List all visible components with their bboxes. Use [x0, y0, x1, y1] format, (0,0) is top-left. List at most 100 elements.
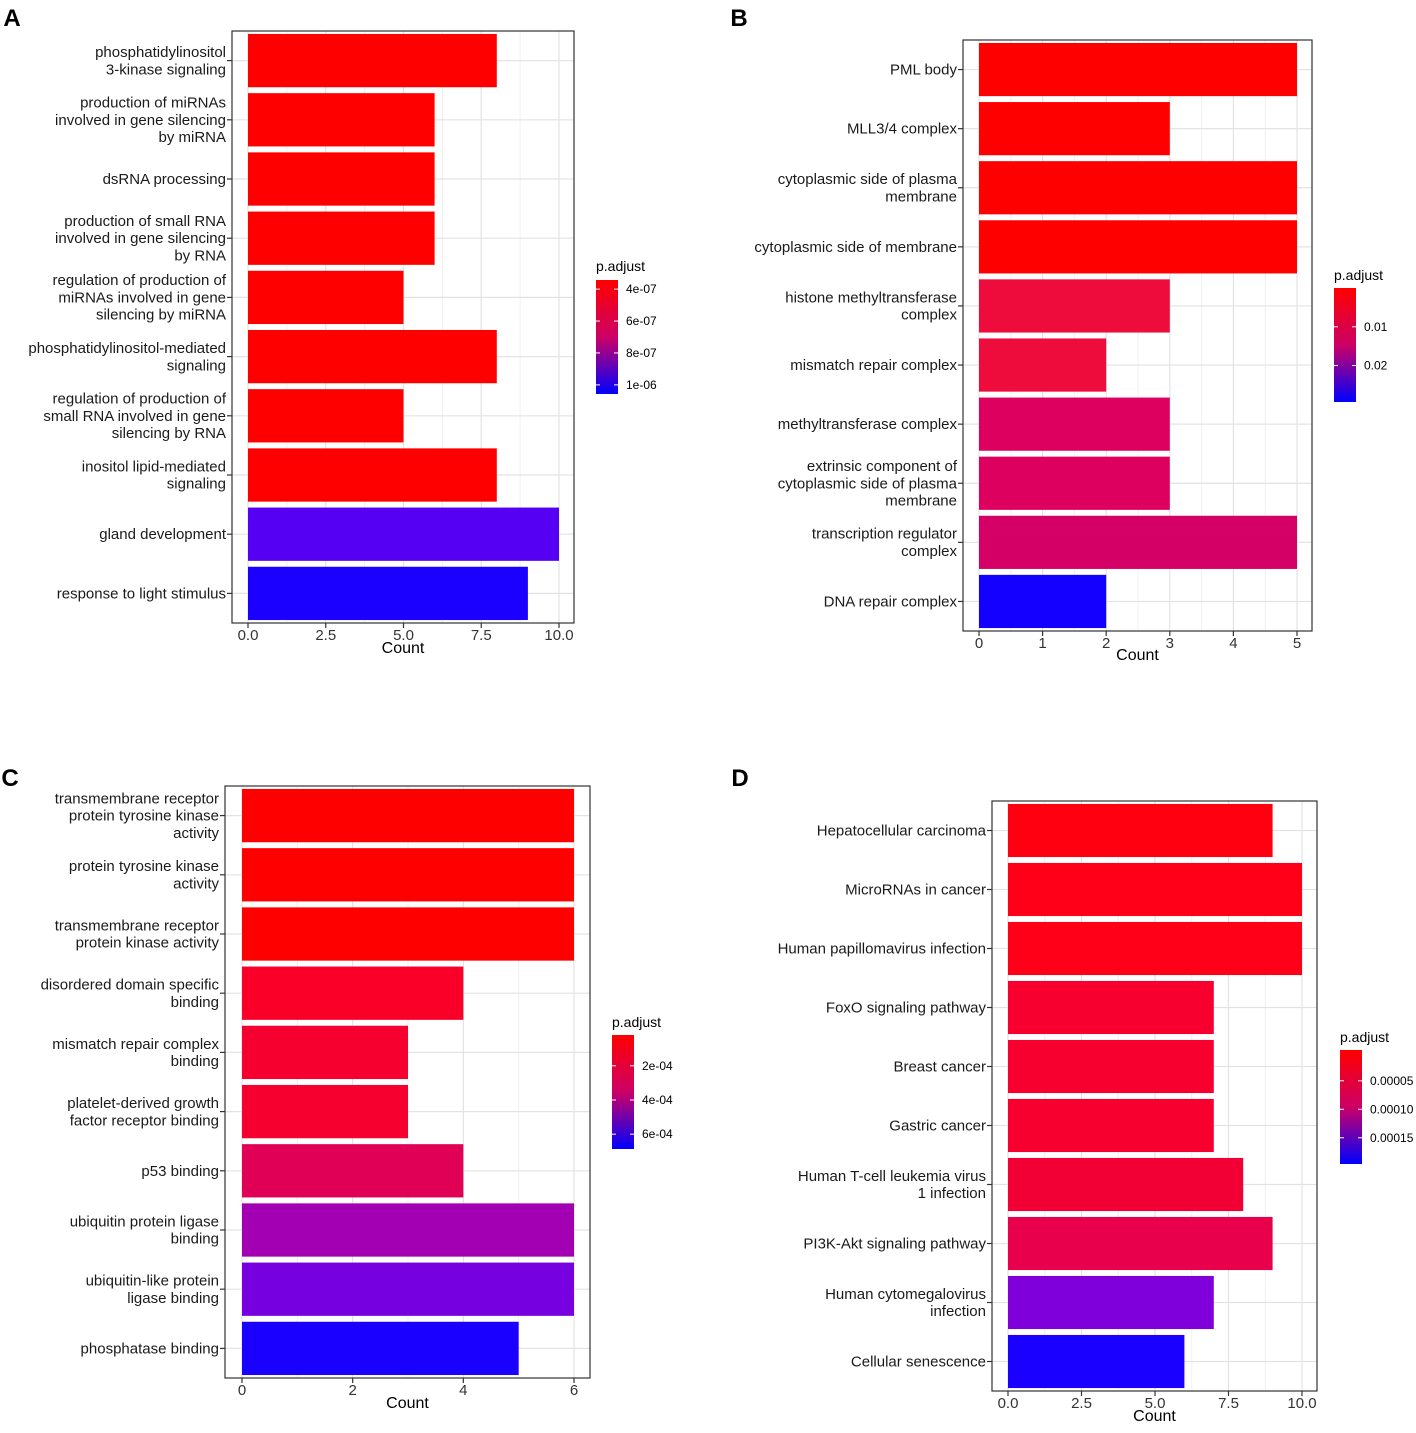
bar [248, 329, 497, 384]
category-label: cytoplasmic side of membrane [754, 239, 957, 256]
category-label: production of miRNAs [80, 95, 226, 112]
category-label: transmembrane receptor [55, 790, 219, 807]
bar [979, 161, 1297, 215]
legend-title: p.adjust [1334, 267, 1383, 283]
panel-b: B PML body MLL3/4 complex cytoplasmic side … [730, 5, 1387, 664]
category-label: mismatch repair complex [52, 1036, 219, 1053]
bar [242, 966, 464, 1020]
legend-tick-label: 6e-04 [642, 1127, 673, 1141]
category-label: involved in gene silencing [55, 112, 226, 129]
category-label: phosphatidylinositol [95, 44, 226, 61]
x-tick-label: 0 [975, 635, 983, 652]
bar [242, 1084, 408, 1139]
bar [1008, 1334, 1185, 1389]
x-tick-label: 10.0 [544, 627, 573, 644]
x-tick-label: 6 [570, 1382, 578, 1399]
legend-title: p.adjust [612, 1014, 661, 1030]
bar [979, 338, 1107, 392]
legend-tick-label: 0.00005 [1370, 1074, 1414, 1088]
legend-tick-label: 2e-04 [642, 1059, 673, 1073]
legend-title: p.adjust [596, 258, 645, 274]
legend-colorbar [612, 1035, 634, 1149]
x-axis-title: Count [386, 1395, 429, 1412]
bar [248, 389, 404, 443]
category-label: inositol lipid-mediated [82, 458, 226, 475]
category-label: factor receptor binding [70, 1112, 219, 1129]
x-tick-label: 4 [459, 1382, 467, 1399]
bar [248, 448, 497, 502]
x-tick-label: 0.0 [998, 1395, 1019, 1412]
category-label: Cellular senescence [851, 1354, 986, 1371]
category-label: dsRNA processing [103, 171, 226, 188]
category-label: activity [173, 875, 219, 892]
category-label: histone methyltransferase [785, 289, 957, 306]
panel-d: D Hepatocellular carcinoma MicroRNAs in ca… [731, 765, 1413, 1425]
bar [248, 566, 528, 621]
bar [242, 907, 574, 961]
bar [1008, 862, 1302, 917]
category-label: membrane [885, 493, 957, 510]
panel-letter: D [731, 765, 748, 792]
legend-tick-label: 8e-07 [626, 346, 657, 360]
category-label: complex [901, 543, 957, 560]
category-label: activity [173, 825, 219, 842]
category-label: silencing by miRNA [96, 307, 226, 324]
legend-title: p.adjust [1340, 1029, 1389, 1045]
x-axis-title: Count [1133, 1408, 1176, 1425]
category-label: cytoplasmic side of plasma [778, 475, 958, 492]
bar [979, 574, 1107, 629]
category-label: miRNAs involved in gene [58, 289, 226, 306]
category-label: ubiquitin protein ligase [70, 1213, 219, 1230]
bar [248, 33, 497, 88]
category-label: phosphatidylinositol-mediated [28, 340, 226, 357]
category-label: platelet-derived growth [67, 1095, 219, 1112]
bar [979, 220, 1297, 274]
category-label: phosphatase binding [81, 1340, 219, 1357]
x-tick-label: 5 [1293, 635, 1301, 652]
category-label: silencing by RNA [112, 425, 226, 442]
category-label: Human T-cell leukemia virus [798, 1168, 986, 1185]
bar [979, 102, 1170, 156]
bar [1008, 1039, 1214, 1094]
legend-tick-label: 4e-04 [642, 1093, 673, 1107]
category-label: transcription regulator [812, 526, 957, 543]
category-label: cytoplasmic side of plasma [778, 171, 958, 188]
category-label: production of small RNA [64, 213, 226, 230]
bar [979, 42, 1297, 97]
x-tick-label: 2.5 [315, 627, 336, 644]
category-label: extrinsic component of [807, 458, 958, 475]
category-label: gland development [99, 526, 227, 543]
bar [979, 279, 1170, 333]
panel-letter: B [730, 5, 747, 32]
category-label: involved in gene silencing [55, 230, 226, 247]
legend-tick-label: 0.00015 [1370, 1131, 1414, 1145]
bar [242, 1262, 574, 1316]
category-label: by RNA [174, 248, 226, 265]
plot-border [962, 39, 1313, 632]
x-tick-label: 5.0 [393, 627, 414, 644]
category-label: regulation of production of [53, 272, 227, 289]
bar [979, 456, 1170, 510]
x-tick-label: 2.5 [1071, 1395, 1092, 1412]
bar [1008, 1216, 1273, 1271]
category-label: protein tyrosine kinase [69, 808, 219, 825]
category-label: membrane [885, 188, 957, 205]
category-label: 3-kinase signaling [106, 61, 226, 78]
category-label: PML body [890, 62, 957, 79]
category-label: infection [930, 1303, 986, 1320]
bar [1008, 921, 1302, 976]
bar [1008, 1098, 1214, 1153]
category-label: protein tyrosine kinase [69, 858, 219, 875]
x-tick-label: 10.0 [1287, 1395, 1316, 1412]
category-label: DNA repair complex [824, 593, 958, 610]
bar [1008, 1157, 1244, 1212]
category-label: mismatch repair complex [790, 357, 957, 374]
category-label: protein kinase activity [76, 935, 220, 952]
category-label: ligase binding [127, 1290, 219, 1307]
bar [248, 507, 559, 561]
bar [1008, 803, 1273, 858]
bar [248, 211, 435, 265]
bar [1008, 1275, 1214, 1330]
category-label: methyltransferase complex [778, 416, 958, 433]
